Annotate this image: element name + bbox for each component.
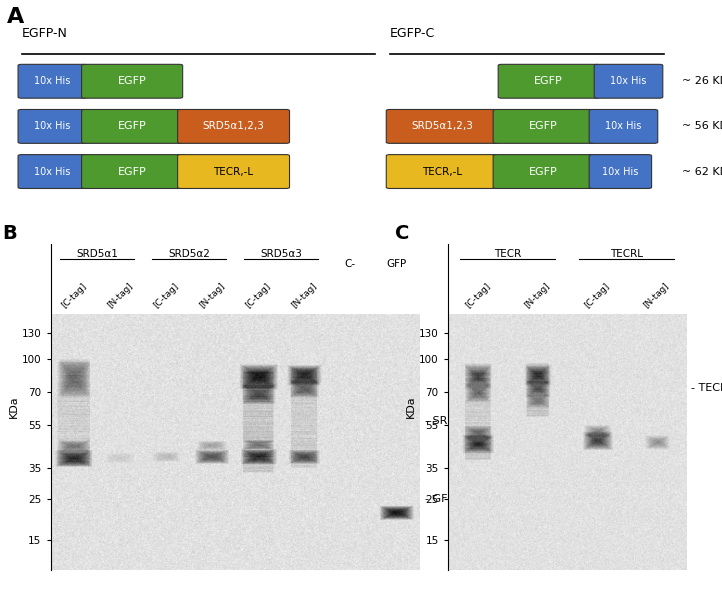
Y-axis label: KDa: KDa: [9, 396, 19, 418]
FancyBboxPatch shape: [386, 154, 498, 188]
Text: TECRL: TECRL: [610, 249, 643, 259]
Text: [N-tag]: [N-tag]: [290, 282, 318, 310]
FancyBboxPatch shape: [589, 154, 652, 188]
FancyBboxPatch shape: [178, 109, 290, 143]
Text: [C-tag]: [C-tag]: [464, 282, 492, 310]
Text: EGFP-C: EGFP-C: [390, 27, 435, 40]
FancyBboxPatch shape: [386, 109, 498, 143]
Text: [N-tag]: [N-tag]: [198, 282, 227, 310]
Text: 10x His: 10x His: [34, 76, 71, 86]
FancyBboxPatch shape: [178, 154, 290, 188]
FancyBboxPatch shape: [493, 154, 594, 188]
Text: EGFP: EGFP: [529, 166, 558, 176]
Text: - GFP: - GFP: [425, 494, 454, 504]
FancyBboxPatch shape: [498, 64, 599, 98]
FancyBboxPatch shape: [18, 64, 87, 98]
Text: ~ 62 KDa: ~ 62 KDa: [682, 166, 722, 176]
Text: SRD5α3: SRD5α3: [261, 249, 302, 259]
Text: - TECR,-L: - TECR,-L: [690, 383, 722, 393]
Text: 10x His: 10x His: [605, 121, 642, 131]
FancyBboxPatch shape: [589, 109, 658, 143]
Text: [N-tag]: [N-tag]: [105, 282, 134, 310]
FancyBboxPatch shape: [594, 64, 663, 98]
Text: SRD5α1,2,3: SRD5α1,2,3: [203, 121, 264, 131]
Text: TECR: TECR: [494, 249, 521, 259]
Text: 10x His: 10x His: [34, 166, 71, 176]
Text: GFP: GFP: [386, 259, 406, 269]
Text: [C-tag]: [C-tag]: [583, 282, 612, 310]
Y-axis label: KDa: KDa: [406, 396, 416, 418]
Text: [N-tag]: [N-tag]: [523, 282, 552, 310]
Text: EGFP: EGFP: [118, 121, 147, 131]
Text: EGFP-N: EGFP-N: [22, 27, 68, 40]
Text: C-: C-: [344, 259, 356, 269]
Text: [C-tag]: [C-tag]: [244, 282, 272, 310]
Text: SRD5α1: SRD5α1: [77, 249, 118, 259]
Text: EGFP: EGFP: [118, 76, 147, 86]
Text: 10x His: 10x His: [610, 76, 647, 86]
FancyBboxPatch shape: [18, 109, 87, 143]
Text: A: A: [7, 7, 25, 27]
FancyBboxPatch shape: [82, 109, 183, 143]
Text: - SRDα: - SRDα: [425, 416, 463, 426]
Text: ~ 26 KDa: ~ 26 KDa: [682, 76, 722, 86]
FancyBboxPatch shape: [82, 154, 183, 188]
Text: TECR,-L: TECR,-L: [214, 166, 253, 176]
Text: [C-tag]: [C-tag]: [152, 282, 180, 310]
Text: SRD5α2: SRD5α2: [168, 249, 210, 259]
Text: 10x His: 10x His: [34, 121, 71, 131]
Text: [C-tag]: [C-tag]: [60, 282, 88, 310]
FancyBboxPatch shape: [82, 64, 183, 98]
Text: [N-tag]: [N-tag]: [642, 282, 671, 310]
Text: B: B: [3, 224, 17, 243]
FancyBboxPatch shape: [18, 154, 87, 188]
Text: EGFP: EGFP: [118, 166, 147, 176]
FancyBboxPatch shape: [493, 109, 594, 143]
Text: EGFP: EGFP: [534, 76, 563, 86]
Text: 10x His: 10x His: [602, 166, 638, 176]
Text: ~ 56 KDa: ~ 56 KDa: [682, 121, 722, 131]
Text: TECR,-L: TECR,-L: [422, 166, 462, 176]
Text: SRD5α1,2,3: SRD5α1,2,3: [412, 121, 473, 131]
Text: C: C: [395, 224, 409, 243]
Text: EGFP: EGFP: [529, 121, 558, 131]
